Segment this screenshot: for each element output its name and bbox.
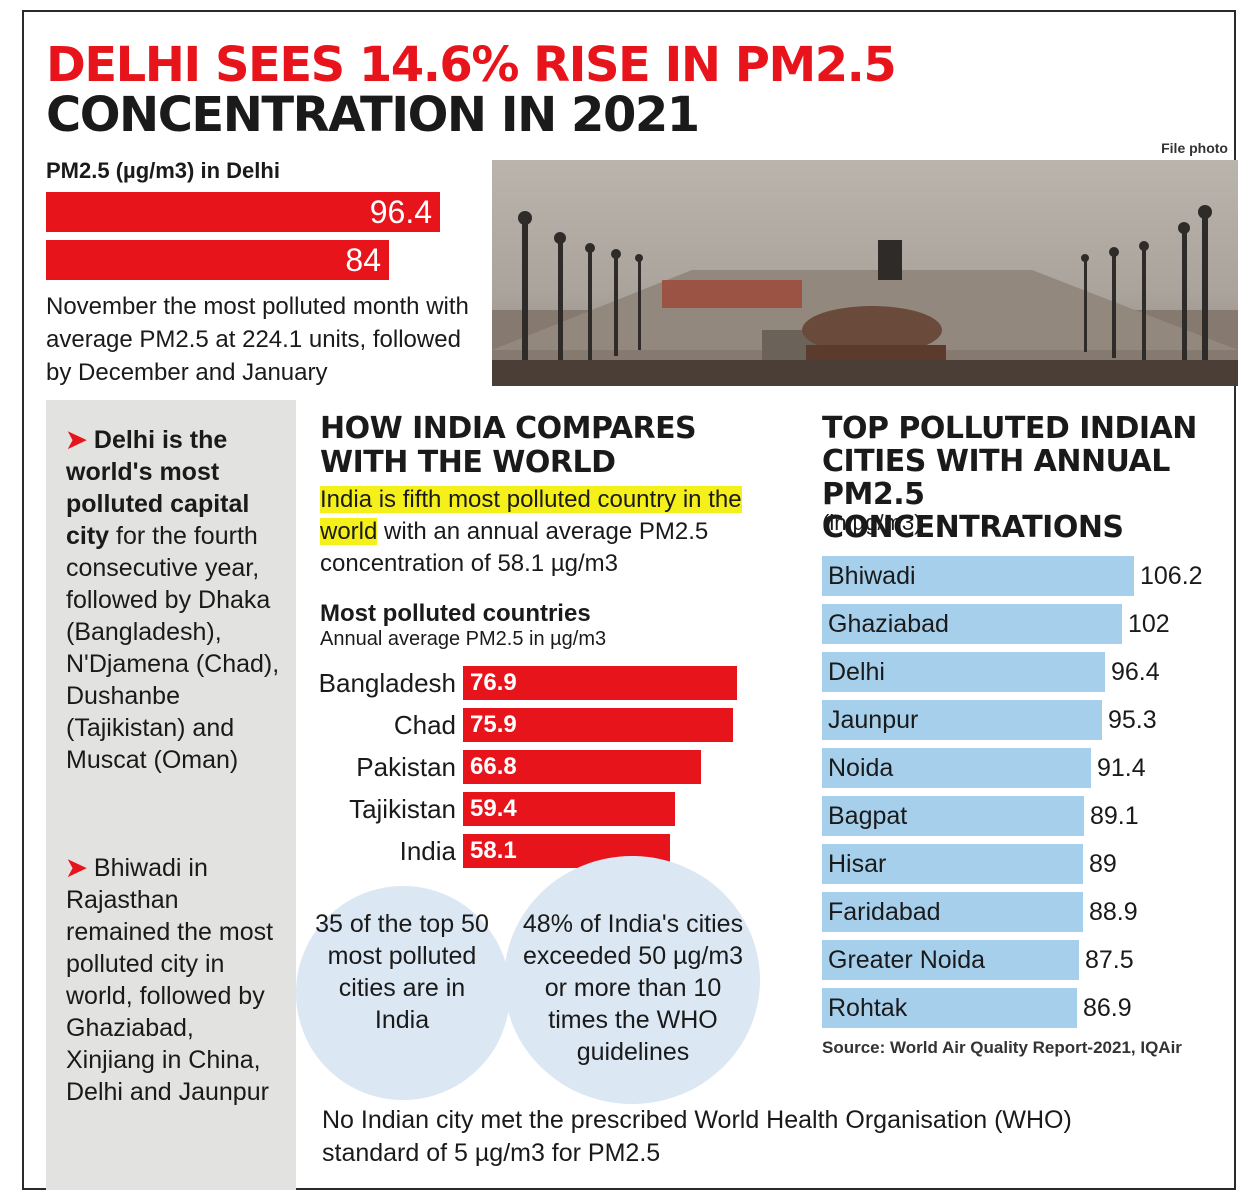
city-label: Jaunpur [828,706,919,734]
stat-bubble-left-text: 35 of the top 50 most polluted cities ar… [315,910,489,1034]
country-value: 58.1 [470,837,517,864]
cities-title: TOP POLLUTED INDIAN CITIES WITH ANNUAL P… [822,411,1197,545]
city-bar [822,748,1091,788]
country-value: 75.9 [470,711,517,738]
city-bar [822,652,1105,692]
headline-line-1: DELHI SEES 14.6% RISE IN PM2.5 [46,37,897,93]
city-label: Bhiwadi [828,562,916,590]
bullet-arrow-icon: ➤ [66,854,87,882]
compare-body: India is fifth most polluted country in … [320,484,770,580]
delhi-chart-label: PM2.5 (µg/m3) in Delhi [46,158,280,183]
sidebar-point-2-text: Bhiwadi in Rajasthan remained the most p… [66,854,274,1106]
city-value: 91.4 [1097,754,1146,782]
countries-chart-title: Most polluted countries [320,600,591,627]
country-value: 59.4 [470,795,517,822]
city-label: Bagpat [828,802,908,830]
headline-line-2: CONCENTRATION IN 2021 [46,87,700,143]
sidebar-point-2: ➤ Bhiwadi in Rajasthan remained the most… [66,852,286,1108]
city-label: Delhi [828,658,885,686]
sidebar-point-1-bold: Delhi is the world's most polluted capit… [66,426,250,550]
city-label: Hisar [828,850,887,878]
country-value: 66.8 [470,753,517,780]
city-bar [822,556,1134,596]
infographic-frame [22,10,1236,1190]
city-bar [822,796,1084,836]
city-label: Noida [828,754,894,782]
source-note: Source: World Air Quality Report-2021, I… [822,1038,1182,1057]
country-label: Tajikistan [349,794,456,824]
country-bar [463,708,733,742]
rajpath-smog-photo [492,160,1238,386]
country-label: Chad [393,710,456,740]
stat-bubble-right-text: 48% of India's cities exceeded 50 µg/m3 … [522,910,744,1066]
country-bar [463,792,675,826]
city-bar [822,604,1122,644]
city-label: Greater Noida [828,946,986,974]
city-label: Ghaziabad [828,610,949,638]
city-value: 106.2 [1140,562,1203,590]
city-value: 89.1 [1090,802,1139,830]
country-bar [463,750,701,784]
sidebar-point-1-text: for the fourth consecutive year, followe… [66,522,280,774]
sidebar-point-1: ➤ Delhi is the world's most polluted cap… [66,424,286,776]
city-value: 102 [1128,610,1170,638]
city-value: 86.9 [1083,994,1132,1022]
bullet-arrow-icon: ➤ [66,426,87,454]
city-bar [822,892,1083,932]
compare-title: HOW INDIA COMPARES WITH THE WORLD [320,411,697,480]
city-value: 89 [1089,850,1117,878]
city-bar [822,988,1077,1028]
delhi-bar: 84 [46,240,389,280]
city-bar [822,940,1079,980]
city-bar [822,700,1102,740]
delhi-bar: 96.4 [46,192,440,232]
sidebar-panel [46,400,296,1190]
compare-rest: with an annual average PM2.5 concentrati… [320,518,709,577]
stat-bubble-left [296,886,510,1100]
bottom-note: No Indian city met the prescribed World … [322,1106,1072,1167]
photo-credit: File photo [1161,140,1228,156]
delhi-note: November the most polluted month with av… [46,293,469,386]
city-value: 88.9 [1089,898,1138,926]
city-label: Faridabad [828,898,941,926]
country-value: 76.9 [470,669,517,696]
city-value: 95.3 [1108,706,1157,734]
countries-chart-subtitle: Annual average PM2.5 in µg/m3 [320,628,607,650]
city-label: Rohtak [828,994,908,1022]
country-label: India [399,836,456,866]
cities-subtitle: (in µg/m3) [822,510,922,535]
stat-bubble-right [504,856,760,1104]
country-bar [463,666,737,700]
city-value: 96.4 [1111,658,1160,686]
country-label: Bangladesh [318,668,456,698]
city-bar [822,844,1083,884]
country-label: Pakistan [356,752,456,782]
city-value: 87.5 [1085,946,1134,974]
